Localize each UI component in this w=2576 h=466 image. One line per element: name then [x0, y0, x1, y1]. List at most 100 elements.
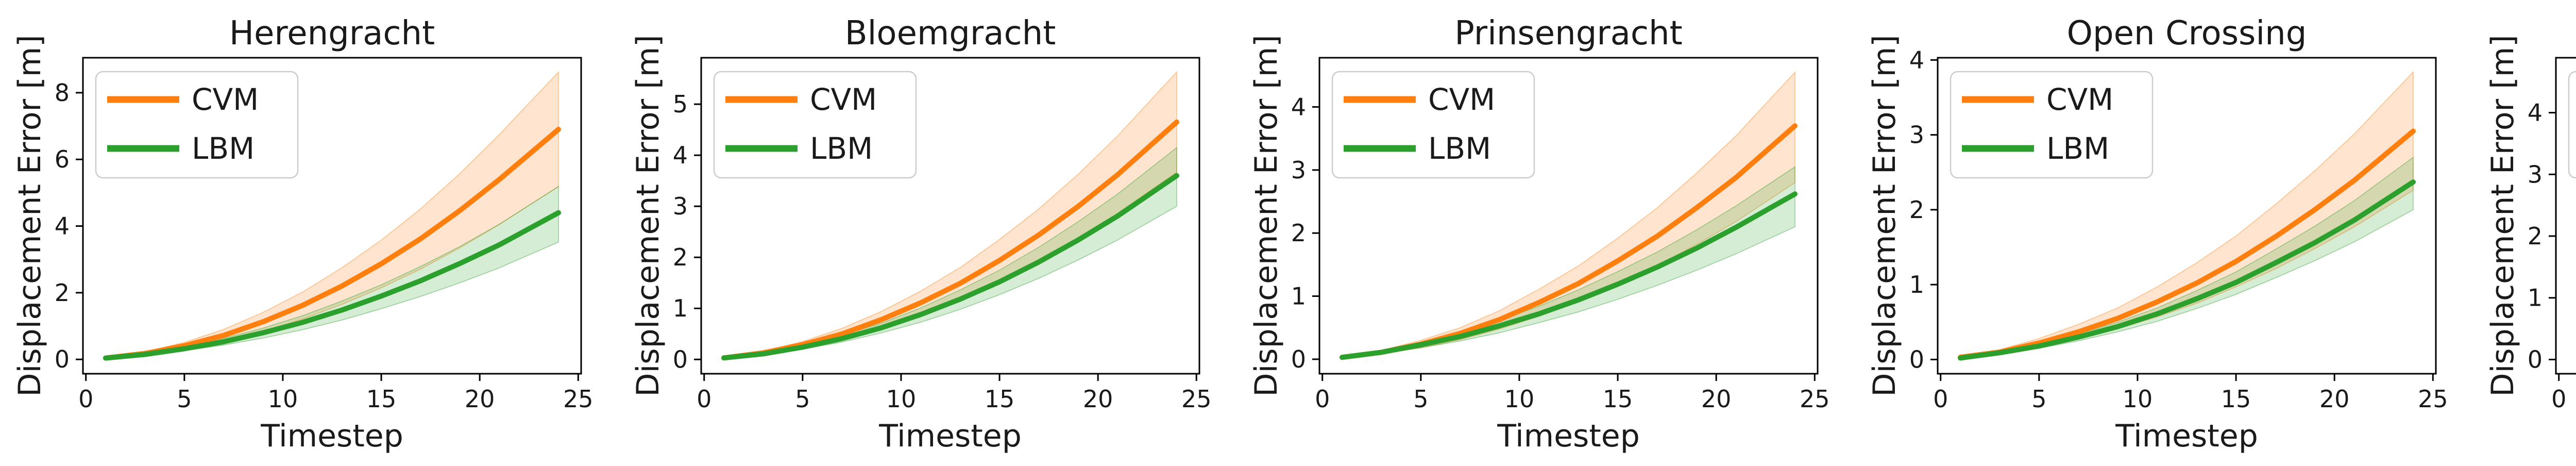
- x-tick-label: 25: [563, 385, 594, 413]
- y-tick-label: 0: [673, 345, 688, 373]
- legend-label-lbm: LBM: [1428, 131, 1491, 166]
- axes-frame: [700, 57, 1200, 375]
- subplot-open-crossing: 0 5 10 15 20 25 0 1 2 3 4 Open Crossing Timestep Disp…: [1855, 0, 2473, 464]
- y-axis-label: Displacement Error [m]: [1867, 35, 1903, 396]
- axes-frame: [1318, 57, 1819, 375]
- x-tick-label: 20: [1701, 385, 1732, 413]
- legend-label-lbm: LBM: [192, 131, 255, 166]
- subplot-prinsengracht: 0 5 10 15 20 25 0 1 2 3 4 Prinsengracht Timestep Disp…: [1236, 0, 1855, 464]
- series-line-lbm: [1958, 179, 2416, 361]
- x-tick-label: 10: [268, 385, 298, 413]
- x-tick-label: 20: [1083, 385, 1113, 413]
- y-tick-label: 0: [55, 345, 70, 373]
- x-tick-label: 15: [366, 385, 397, 413]
- x-tick-label: 0: [1315, 385, 1330, 413]
- chart-canvas: 0 5 10 15 20 25 0 2 4 6 8 Herengracht Timestep Displa…: [12, 14, 594, 454]
- y-tick-label: 2: [1291, 219, 1306, 247]
- series-line-lbm: [721, 173, 1179, 361]
- y-tick-label: 2: [673, 243, 688, 271]
- legend: CVM LBM: [1331, 71, 1535, 179]
- legend: CVM LBM: [1950, 71, 2154, 179]
- x-tick-label: 10: [2123, 385, 2153, 413]
- y-tick-label: 2: [2528, 222, 2543, 250]
- y-tick-label: 5: [673, 90, 688, 118]
- series-line-cvm: [1958, 128, 2416, 360]
- chart-canvas: 0 5 10 15 20 25 0 1 2 3 4 5 Bloemgracht Timestep Displ…: [630, 14, 1212, 454]
- series-line-cvm: [103, 127, 561, 361]
- x-tick-label: 0: [2551, 385, 2566, 413]
- y-tick-label: 4: [55, 212, 70, 240]
- y-tick-label: 6: [55, 145, 70, 173]
- subplot-title: Prinsengracht: [1454, 14, 1682, 53]
- y-tick-label: 3: [1909, 121, 1924, 149]
- x-tick-label: 15: [1603, 385, 1633, 413]
- y-tick-label: 4: [1909, 46, 1924, 74]
- y-tick-label: 0: [1291, 345, 1306, 373]
- confidence-band-lbm: [105, 186, 559, 359]
- x-tick-label: 20: [465, 385, 495, 413]
- confidence-band-lbm: [1960, 156, 2414, 359]
- legend-label-lbm: LBM: [810, 131, 873, 166]
- legend-frame: [2568, 71, 2576, 179]
- x-tick-label: 5: [2031, 385, 2046, 413]
- y-tick-label: 3: [2528, 160, 2543, 188]
- x-tick-label: 25: [1181, 385, 1212, 413]
- legend-label-cvm: CVM: [810, 82, 877, 117]
- x-tick-label: 25: [1800, 385, 1830, 413]
- series-line-lbm: [103, 210, 561, 361]
- x-axis-label: Timestep: [2115, 418, 2258, 454]
- x-tick-label: 5: [177, 385, 192, 413]
- y-tick-label: 1: [673, 294, 688, 322]
- legend-label-cvm: CVM: [2046, 82, 2113, 117]
- confidence-band-lbm: [723, 146, 1177, 359]
- x-tick-label: 15: [2221, 385, 2251, 413]
- legend-label-lbm: LBM: [2046, 131, 2109, 166]
- subplot-title: Open Crossing: [2067, 14, 2307, 53]
- legend-label-cvm: CVM: [192, 82, 259, 117]
- x-tick-label: 15: [985, 385, 1015, 413]
- chart-canvas: 051015202501234AmstelTimestepDisplacemen…: [2485, 35, 2576, 413]
- y-axis-label: Displacement Error [m]: [1248, 35, 1284, 396]
- x-axis-label: Timestep: [260, 418, 403, 454]
- subplot-title: Bloemgracht: [845, 14, 1056, 53]
- subplot-amstel: 051015202501234AmstelTimestepDisplacemen…: [2473, 0, 2576, 464]
- axes-frame: [2555, 57, 2576, 375]
- x-tick-label: 0: [78, 385, 93, 413]
- subplot-herengracht: 0 5 10 15 20 25 0 2 4 6 8 Herengracht Timestep Displa…: [0, 0, 618, 464]
- y-tick-label: 4: [1291, 93, 1306, 121]
- y-tick-label: 0: [2528, 345, 2543, 373]
- x-axis-label: Timestep: [1497, 418, 1640, 454]
- y-tick-label: 2: [1909, 196, 1924, 224]
- x-tick-label: 10: [886, 385, 917, 413]
- subplot-bloemgracht: 0 5 10 15 20 25 0 1 2 3 4 5 Bloemgracht Timestep Displ…: [618, 0, 1236, 464]
- x-tick-label: 5: [1413, 385, 1428, 413]
- legend: CVM LBM: [95, 71, 299, 179]
- y-axis-label: Displacement Error [m]: [630, 35, 666, 396]
- subplot-title: Herengracht: [229, 14, 435, 53]
- chart-canvas: 0 5 10 15 20 25 0 1 2 3 4 Prinsengracht Timestep Disp…: [1248, 14, 1830, 454]
- x-axis-label: Timestep: [878, 418, 1022, 454]
- y-tick-label: 1: [1291, 282, 1306, 310]
- x-tick-label: 0: [1933, 385, 1948, 413]
- x-tick-label: 10: [1504, 385, 1535, 413]
- y-tick-label: 2: [55, 279, 70, 307]
- legend-label-cvm: CVM: [1428, 82, 1495, 117]
- x-tick-label: 20: [2319, 385, 2350, 413]
- y-tick-label: 1: [1909, 271, 1924, 298]
- x-tick-label: 5: [795, 385, 810, 413]
- series-line-lbm: [1340, 191, 1798, 360]
- y-tick-label: 3: [1291, 156, 1306, 184]
- chart-canvas: 0 5 10 15 20 25 0 1 2 3 4 Open Crossing Timestep Disp…: [1867, 14, 2448, 454]
- y-tick-label: 0: [1909, 345, 1924, 373]
- y-axis-label: Displacement Error [m]: [2485, 35, 2521, 396]
- axes-frame: [82, 57, 582, 375]
- y-axis-label: Displacement Error [m]: [12, 35, 48, 396]
- legend: CVM LBM: [713, 71, 917, 179]
- x-tick-label: 25: [2418, 385, 2448, 413]
- y-tick-label: 4: [2528, 99, 2543, 127]
- y-tick-label: 8: [55, 79, 70, 107]
- y-tick-label: 3: [673, 192, 688, 220]
- x-tick-label: 0: [697, 385, 711, 413]
